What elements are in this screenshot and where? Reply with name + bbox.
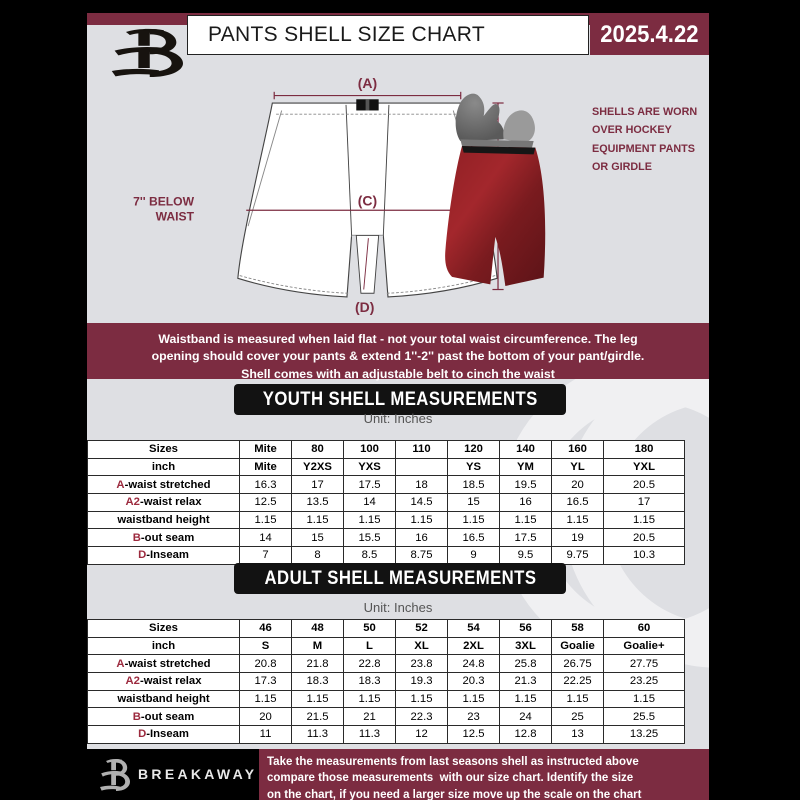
svg-text:(C): (C) bbox=[358, 193, 377, 209]
svg-text:7'' BELOW: 7'' BELOW bbox=[133, 195, 194, 209]
svg-text:WAIST: WAIST bbox=[156, 210, 195, 224]
svg-text:(A): (A) bbox=[358, 75, 377, 91]
svg-text:(D): (D) bbox=[355, 299, 374, 315]
